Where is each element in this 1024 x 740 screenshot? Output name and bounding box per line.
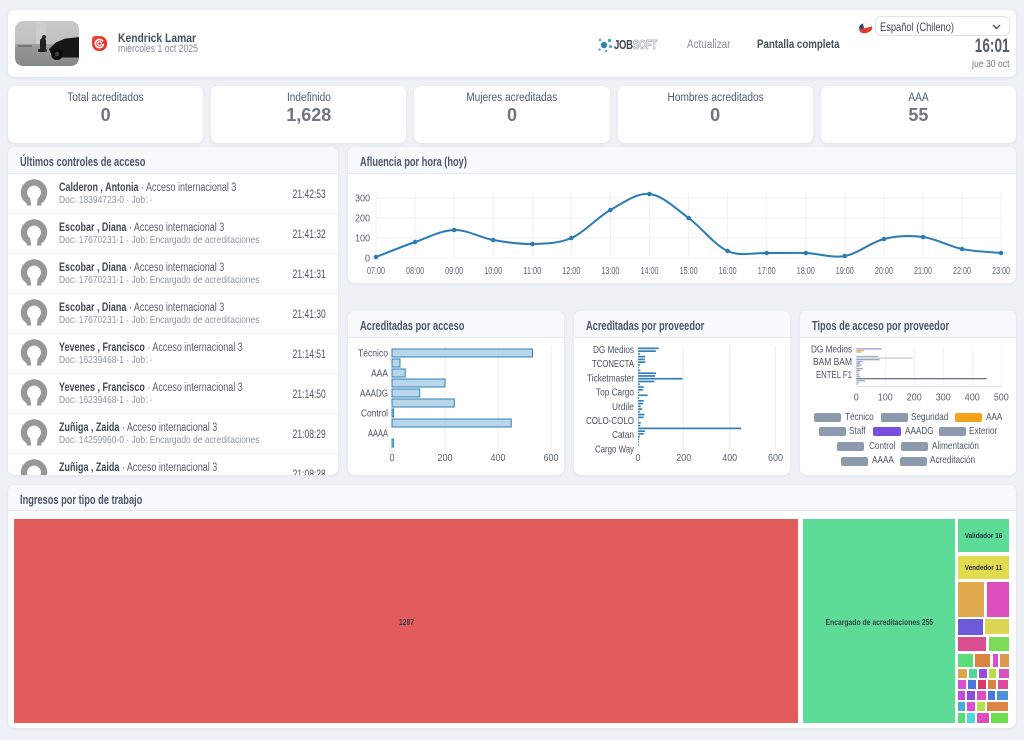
svg-text:18:00: 18:00: [797, 266, 815, 277]
svg-text:20:00: 20:00: [875, 266, 893, 277]
svg-text:Técnico: Técnico: [358, 348, 388, 360]
svg-text:COLO-COLO: COLO-COLO: [586, 415, 634, 427]
svg-text:21:00: 21:00: [914, 266, 932, 277]
svg-text:11:00: 11:00: [523, 266, 541, 277]
svg-text:Control: Control: [361, 408, 388, 420]
svg-text:0: 0: [390, 453, 395, 464]
svg-text:300: 300: [355, 194, 370, 205]
svg-text:Top Cargo: Top Cargo: [596, 387, 634, 399]
svg-text:200: 200: [438, 453, 453, 464]
svg-text:500: 500: [994, 393, 1009, 404]
svg-text:0: 0: [365, 254, 370, 265]
svg-text:0: 0: [636, 453, 641, 464]
svg-text:AAAA: AAAA: [368, 428, 388, 440]
svg-text:200: 200: [907, 393, 922, 404]
svg-text:DG Medios: DG Medios: [593, 344, 634, 356]
svg-text:Catan: Catan: [612, 429, 634, 441]
svg-text:09:00: 09:00: [445, 266, 463, 277]
svg-text:Urdile: Urdile: [612, 401, 634, 413]
svg-text:12:00: 12:00: [562, 266, 580, 277]
svg-text:AAADG: AAADG: [360, 388, 388, 400]
svg-text:600: 600: [768, 453, 783, 464]
svg-text:Cargo Way: Cargo Way: [595, 443, 635, 455]
svg-text:400: 400: [491, 453, 506, 464]
svg-text:13:00: 13:00: [601, 266, 619, 277]
svg-text:AAA: AAA: [371, 368, 388, 380]
svg-text:200: 200: [676, 453, 691, 464]
svg-text:16:00: 16:00: [719, 266, 737, 277]
svg-text:22:00: 22:00: [953, 266, 971, 277]
svg-text:Ticketmaster: Ticketmaster: [587, 372, 634, 384]
svg-text:DG Medios: DG Medios: [811, 344, 852, 356]
svg-text:200: 200: [355, 214, 370, 225]
svg-text:23:00: 23:00: [992, 266, 1010, 277]
svg-text:14:00: 14:00: [641, 266, 659, 277]
svg-text:07:00: 07:00: [367, 266, 385, 277]
svg-text:400: 400: [722, 453, 737, 464]
svg-text:19:00: 19:00: [836, 266, 854, 277]
svg-text:15:00: 15:00: [680, 266, 698, 277]
svg-text:ENTEL F1: ENTEL F1: [816, 369, 852, 381]
svg-text:10:00: 10:00: [484, 266, 502, 277]
svg-text:TCONECTA: TCONECTA: [592, 358, 634, 370]
svg-text:300: 300: [936, 393, 951, 404]
svg-text:0: 0: [854, 393, 859, 404]
svg-text:100: 100: [878, 393, 893, 404]
svg-text:17:00: 17:00: [758, 266, 776, 277]
svg-text:08:00: 08:00: [406, 266, 424, 277]
svg-text:BAM BAM: BAM BAM: [813, 356, 852, 368]
svg-text:100: 100: [355, 234, 370, 245]
svg-text:400: 400: [965, 393, 980, 404]
svg-text:600: 600: [544, 453, 559, 464]
